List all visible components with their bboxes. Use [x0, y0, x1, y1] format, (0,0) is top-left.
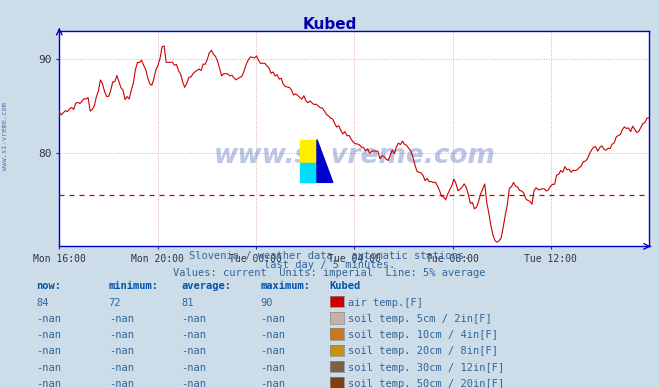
Text: -nan: -nan [181, 314, 206, 324]
Text: last day / 5 minutes.: last day / 5 minutes. [264, 260, 395, 270]
Text: -nan: -nan [260, 314, 285, 324]
Text: -nan: -nan [260, 330, 285, 340]
Polygon shape [317, 140, 333, 182]
Text: Values: current  Units: imperial  Line: 5% average: Values: current Units: imperial Line: 5%… [173, 268, 486, 279]
Text: 81: 81 [181, 298, 194, 308]
Text: www.si-vreme.com: www.si-vreme.com [2, 102, 9, 170]
Text: -nan: -nan [109, 314, 134, 324]
Text: 90: 90 [260, 298, 273, 308]
Text: -nan: -nan [260, 346, 285, 357]
Bar [300, 140, 317, 163]
Text: Kubed: Kubed [302, 17, 357, 33]
Text: soil temp. 5cm / 2in[F]: soil temp. 5cm / 2in[F] [348, 314, 492, 324]
Text: 72: 72 [109, 298, 121, 308]
Text: -nan: -nan [109, 346, 134, 357]
Text: Kubed: Kubed [330, 281, 360, 291]
Text: -nan: -nan [36, 363, 61, 373]
Text: -nan: -nan [109, 330, 134, 340]
Text: 84: 84 [36, 298, 49, 308]
Text: now:: now: [36, 281, 61, 291]
Text: www.si-vreme.com: www.si-vreme.com [214, 143, 495, 169]
Text: soil temp. 10cm / 4in[F]: soil temp. 10cm / 4in[F] [348, 330, 498, 340]
Text: soil temp. 50cm / 20in[F]: soil temp. 50cm / 20in[F] [348, 379, 504, 388]
Text: -nan: -nan [260, 379, 285, 388]
Bar [300, 163, 317, 182]
Text: -nan: -nan [36, 314, 61, 324]
Text: -nan: -nan [181, 363, 206, 373]
Text: average:: average: [181, 281, 231, 291]
Text: Slovenia / weather data - automatic stations.: Slovenia / weather data - automatic stat… [189, 251, 470, 262]
Text: -nan: -nan [181, 379, 206, 388]
Text: -nan: -nan [109, 363, 134, 373]
Text: air temp.[F]: air temp.[F] [348, 298, 423, 308]
Text: -nan: -nan [181, 346, 206, 357]
Text: soil temp. 30cm / 12in[F]: soil temp. 30cm / 12in[F] [348, 363, 504, 373]
Text: -nan: -nan [260, 363, 285, 373]
Text: soil temp. 20cm / 8in[F]: soil temp. 20cm / 8in[F] [348, 346, 498, 357]
Text: -nan: -nan [36, 379, 61, 388]
Text: -nan: -nan [36, 346, 61, 357]
Text: minimum:: minimum: [109, 281, 159, 291]
Text: -nan: -nan [181, 330, 206, 340]
Text: -nan: -nan [36, 330, 61, 340]
Text: maximum:: maximum: [260, 281, 310, 291]
Text: -nan: -nan [109, 379, 134, 388]
